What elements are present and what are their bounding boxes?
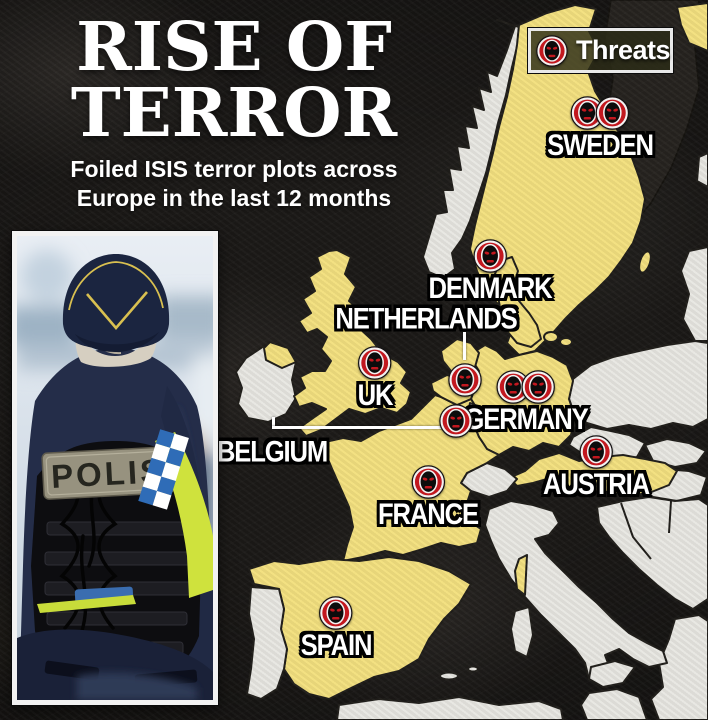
balaclava-icon (439, 404, 473, 438)
leader-line-belgium (272, 426, 448, 429)
country-label-austria: AUSTRIA (542, 467, 650, 501)
country-greece (650, 614, 708, 720)
country-label-sweden: SWEDEN (547, 128, 654, 162)
subtitle-line-2: Europe in the last 12 months (76, 184, 392, 211)
legend-label: Threats (575, 35, 671, 65)
subtitle-line-1: Foiled ISIS terror plots across (70, 155, 398, 182)
island-sardinia (510, 606, 534, 658)
threat-icons (570, 96, 630, 130)
island-menorca (467, 665, 479, 673)
title-block: RISE OF TERROR Foiled ISIS terror plots … (28, 7, 440, 213)
country-baltics (680, 246, 708, 342)
country-norway (422, 19, 520, 279)
island-gotland (638, 250, 652, 274)
headline-line-2: TERROR (70, 73, 398, 153)
subtitle: Foiled ISIS terror plots across Europe i… (28, 155, 440, 213)
country-label-spain: SPAIN (300, 628, 373, 662)
balaclava-icon (357, 346, 392, 380)
island-corsica (514, 554, 528, 596)
country-uk (293, 249, 412, 437)
country-label-germany: GERMANY (464, 402, 588, 436)
checkered-band (138, 429, 189, 510)
balaclava-icon (318, 596, 353, 630)
balaclava-icon (578, 435, 613, 469)
country-northeast-patch (676, 2, 708, 52)
balaclava-icon (410, 465, 445, 499)
leader-line-belgium-tick (272, 417, 275, 428)
headline-line-1: RISE OF (76, 7, 392, 86)
country-label-denmark: DENMARK (428, 271, 552, 305)
balaclava-icon (595, 96, 630, 130)
coast-africa (336, 696, 564, 720)
country-poland (568, 340, 708, 430)
leader-line-netherlands (463, 332, 466, 360)
marker-spain: SPAIN (299, 596, 374, 662)
country-balkans (596, 496, 708, 610)
marker-sweden: SWEDEN (544, 96, 655, 162)
country-portugal (246, 586, 288, 700)
police-photo: POLIS (12, 231, 218, 705)
country-label-netherlands: NETHERLANDS (335, 301, 517, 335)
region-northern-ireland (263, 341, 297, 369)
marker-germany: GERMANY (461, 370, 591, 436)
country-denmark (494, 256, 542, 348)
coast-tunisia (580, 688, 648, 720)
country-italy (484, 500, 668, 686)
island-funen (559, 337, 573, 347)
country-label-uk: UK (357, 378, 394, 412)
country-label-belgium: BELGIUM (216, 434, 328, 468)
balaclava-icon (521, 370, 556, 404)
balaclava-icon (473, 239, 507, 273)
country-russia-edge (696, 152, 708, 188)
police-officer-illustration: POLIS (17, 236, 213, 700)
marker-uk: UK (357, 346, 394, 412)
island-sicily (588, 660, 636, 688)
island-zealand (543, 331, 559, 343)
island-mallorca (439, 671, 459, 681)
threats-legend: Threats (528, 28, 673, 73)
balaclava-icon (536, 34, 568, 67)
marker-france: FRANCE (375, 465, 480, 531)
border-balkans (620, 500, 672, 560)
country-label-france: FRANCE (377, 497, 479, 531)
marker-denmark: DENMARK (425, 239, 555, 305)
threat-icons (496, 370, 556, 404)
marker-austria: AUSTRIA (540, 435, 652, 501)
